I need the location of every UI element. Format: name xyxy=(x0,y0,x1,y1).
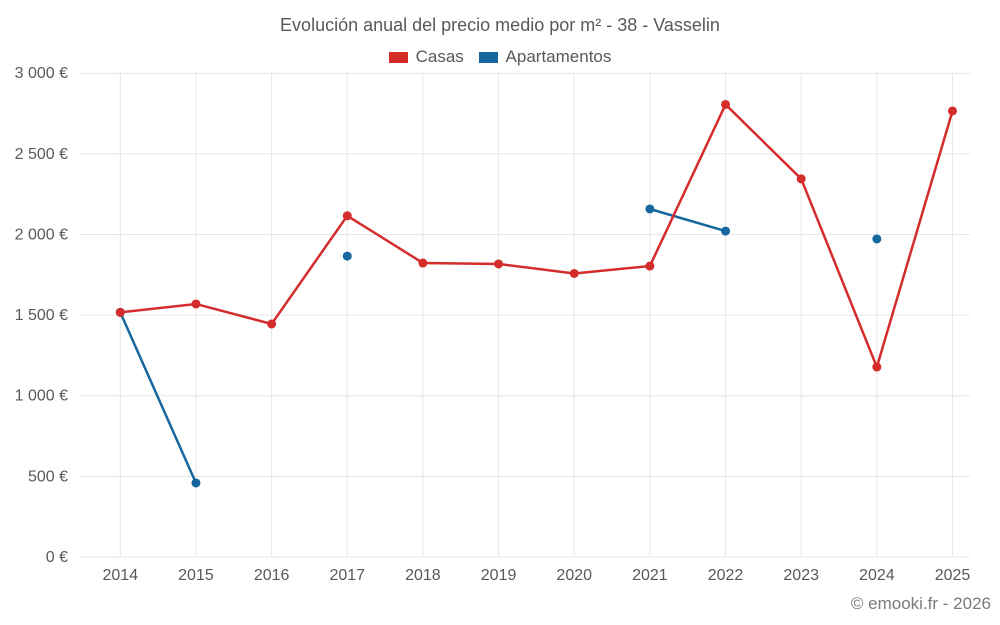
svg-text:2021: 2021 xyxy=(632,567,668,584)
svg-text:3 000 €: 3 000 € xyxy=(15,65,68,82)
svg-text:2024: 2024 xyxy=(859,567,895,584)
svg-text:0 €: 0 € xyxy=(46,549,68,566)
svg-text:2 500 €: 2 500 € xyxy=(15,146,68,163)
svg-text:2016: 2016 xyxy=(254,567,290,584)
svg-text:1 000 €: 1 000 € xyxy=(15,388,68,405)
svg-text:2017: 2017 xyxy=(329,567,365,584)
svg-text:2014: 2014 xyxy=(103,567,139,584)
svg-text:2018: 2018 xyxy=(405,567,441,584)
svg-text:2023: 2023 xyxy=(783,567,819,584)
svg-text:2022: 2022 xyxy=(708,567,744,584)
svg-text:2 000 €: 2 000 € xyxy=(15,226,68,243)
svg-text:2019: 2019 xyxy=(481,567,517,584)
svg-text:2015: 2015 xyxy=(178,567,214,584)
svg-text:2025: 2025 xyxy=(935,567,971,584)
svg-text:500 €: 500 € xyxy=(28,468,68,485)
svg-text:1 500 €: 1 500 € xyxy=(15,307,68,324)
svg-text:2020: 2020 xyxy=(556,567,592,584)
